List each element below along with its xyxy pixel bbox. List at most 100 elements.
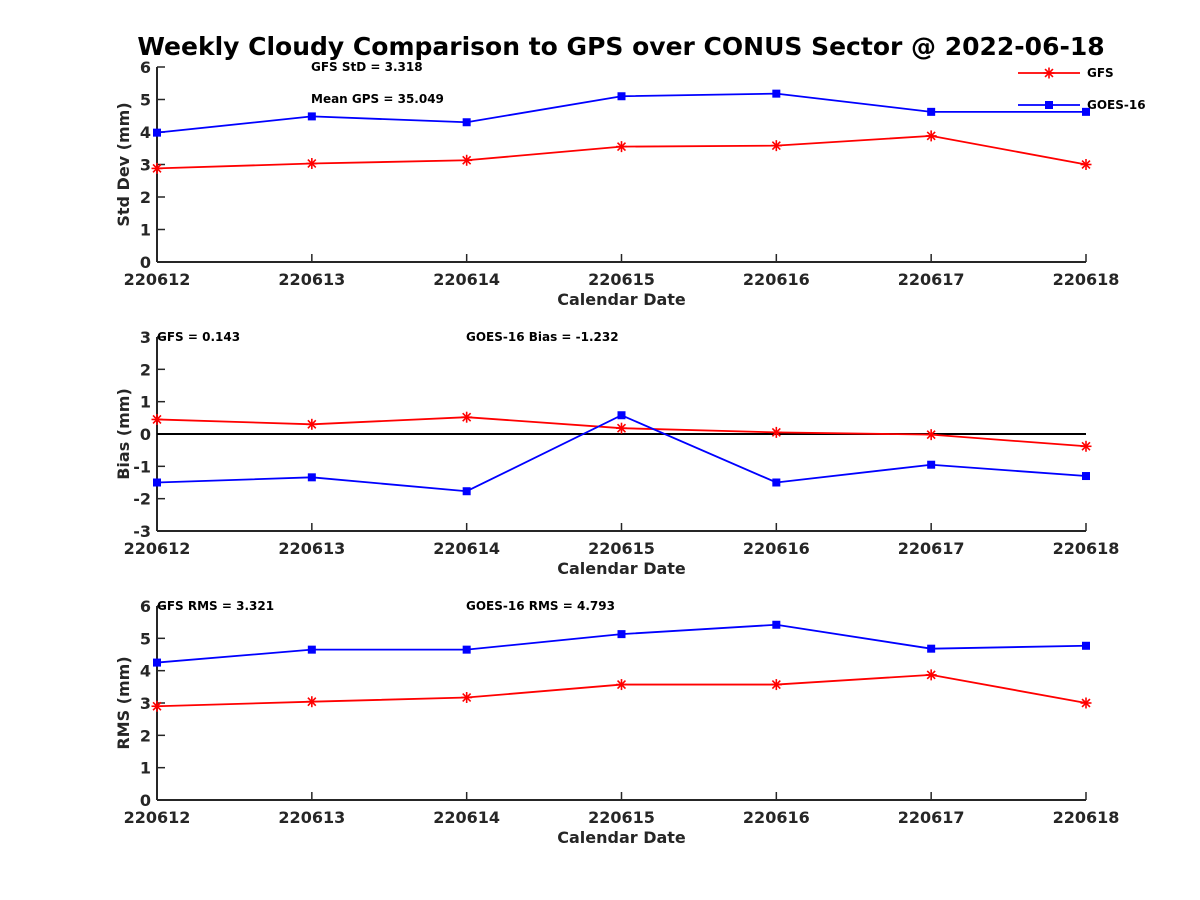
x-tick-label: 220616: [743, 270, 810, 289]
y-tick-label: 6: [140, 58, 151, 77]
series-gfs: [151, 130, 1092, 174]
data-point: [772, 620, 781, 629]
x-tick-label: 220615: [588, 539, 655, 558]
x-tick-label: 220616: [743, 539, 810, 558]
x-tick-label: 220614: [433, 270, 500, 289]
annotation: GFS StD = 3.318: [311, 60, 423, 74]
x-tick-label: 220614: [433, 808, 500, 827]
legend-label: GFS: [1087, 66, 1114, 80]
y-tick-label: 5: [140, 91, 151, 110]
y-tick-label: 0: [140, 253, 151, 272]
annotation: GFS RMS = 3.321: [157, 599, 274, 613]
y-tick-label: 3: [140, 328, 151, 347]
y-tick-label: 2: [140, 726, 151, 745]
data-point: [307, 645, 316, 654]
data-point: [1082, 472, 1090, 481]
x-axis-label: Calendar Date: [557, 559, 686, 578]
x-tick-label: 220615: [588, 270, 655, 289]
x-tick-label: 220618: [1053, 808, 1120, 827]
legend-label: GOES-16: [1087, 98, 1146, 112]
data-point: [153, 658, 161, 667]
legend-marker: [1045, 101, 1053, 109]
y-tick-label: -3: [133, 522, 151, 541]
series-gfs: [151, 411, 1092, 452]
data-point: [617, 411, 626, 420]
x-tick-label: 220614: [433, 539, 500, 558]
x-tick-label: 220618: [1053, 539, 1120, 558]
data-point: [151, 413, 163, 425]
data-point: [616, 679, 627, 691]
data-point: [1080, 697, 1092, 709]
series-goes-16: [153, 411, 1090, 496]
x-tick-label: 220613: [278, 808, 345, 827]
data-point: [925, 130, 937, 142]
y-tick-label: 4: [140, 123, 151, 142]
data-point: [461, 154, 473, 166]
annotation: GFS = 0.143: [157, 330, 240, 344]
chart-title: Weekly Cloudy Comparison to GPS over CON…: [137, 32, 1104, 61]
x-tick-label: 220617: [898, 808, 965, 827]
y-axis-label: Bias (mm): [114, 388, 133, 480]
y-tick-label: 2: [140, 188, 151, 207]
x-tick-label: 220612: [124, 808, 191, 827]
x-tick-label: 220612: [124, 270, 191, 289]
y-axis-label: RMS (mm): [114, 656, 133, 749]
x-tick-label: 220616: [743, 808, 810, 827]
data-point: [772, 89, 781, 98]
data-point: [617, 630, 626, 639]
series-line: [156, 134, 1087, 170]
y-tick-label: 3: [140, 156, 151, 175]
y-tick-label: 0: [140, 791, 151, 810]
data-point: [770, 679, 782, 691]
x-tick-label: 220613: [278, 270, 345, 289]
data-point: [462, 645, 471, 654]
x-tick-label: 220612: [124, 539, 191, 558]
x-tick-label: 220618: [1053, 270, 1120, 289]
y-tick-label: 2: [140, 360, 151, 379]
data-point: [153, 128, 161, 137]
annotation: GOES-16 RMS = 4.793: [466, 599, 615, 613]
y-tick-label: 3: [140, 694, 151, 713]
annotation: Mean GPS = 35.049: [311, 92, 444, 106]
legend-entry-gfs: GFS: [1018, 66, 1114, 80]
y-tick-label: 5: [140, 629, 151, 648]
y-tick-label: 6: [140, 597, 151, 616]
data-point: [151, 700, 163, 712]
x-tick-label: 220613: [278, 539, 345, 558]
data-point: [1080, 440, 1092, 452]
data-point: [770, 426, 782, 438]
series-goes-16: [153, 89, 1090, 137]
data-point: [461, 411, 473, 423]
data-point: [927, 460, 936, 469]
data-point: [153, 478, 161, 487]
data-point: [925, 669, 937, 681]
data-point: [616, 141, 627, 153]
y-axis-label: Std Dev (mm): [114, 102, 133, 226]
annotation: GOES-16 Bias = -1.232: [466, 330, 619, 344]
y-tick-label: 4: [140, 662, 151, 681]
panel-1: 0 1 2 3 4 5 6 220612 220613 220614 220615 220616 220…: [114, 58, 1119, 309]
data-point: [927, 107, 936, 116]
y-tick-label: -2: [133, 490, 151, 509]
x-tick-label: 220617: [898, 270, 965, 289]
legend-marker: [1043, 67, 1055, 79]
y-tick-label: 1: [140, 393, 151, 412]
y-tick-label: 1: [140, 759, 151, 778]
legend: GFS GOES-16: [1018, 66, 1146, 112]
data-point: [616, 422, 627, 434]
data-point: [1082, 107, 1090, 116]
panel-3: 0 1 2 3 4 5 6 220612 220613 220614 220615 220616 220…: [114, 597, 1119, 847]
data-point: [925, 429, 937, 441]
data-point: [461, 692, 473, 704]
series-gfs: [151, 669, 1092, 712]
data-point: [306, 158, 318, 170]
legend-entry-goes-16: GOES-16: [1018, 98, 1146, 112]
data-point: [770, 140, 782, 152]
data-point: [306, 418, 318, 430]
data-point: [1082, 641, 1090, 650]
y-tick-label: 0: [140, 425, 151, 444]
panel-2: -3 -2 -1 0 1 2 3 220612 220613 220614 220615 220616…: [114, 328, 1119, 578]
x-axis-label: Calendar Date: [557, 290, 686, 309]
